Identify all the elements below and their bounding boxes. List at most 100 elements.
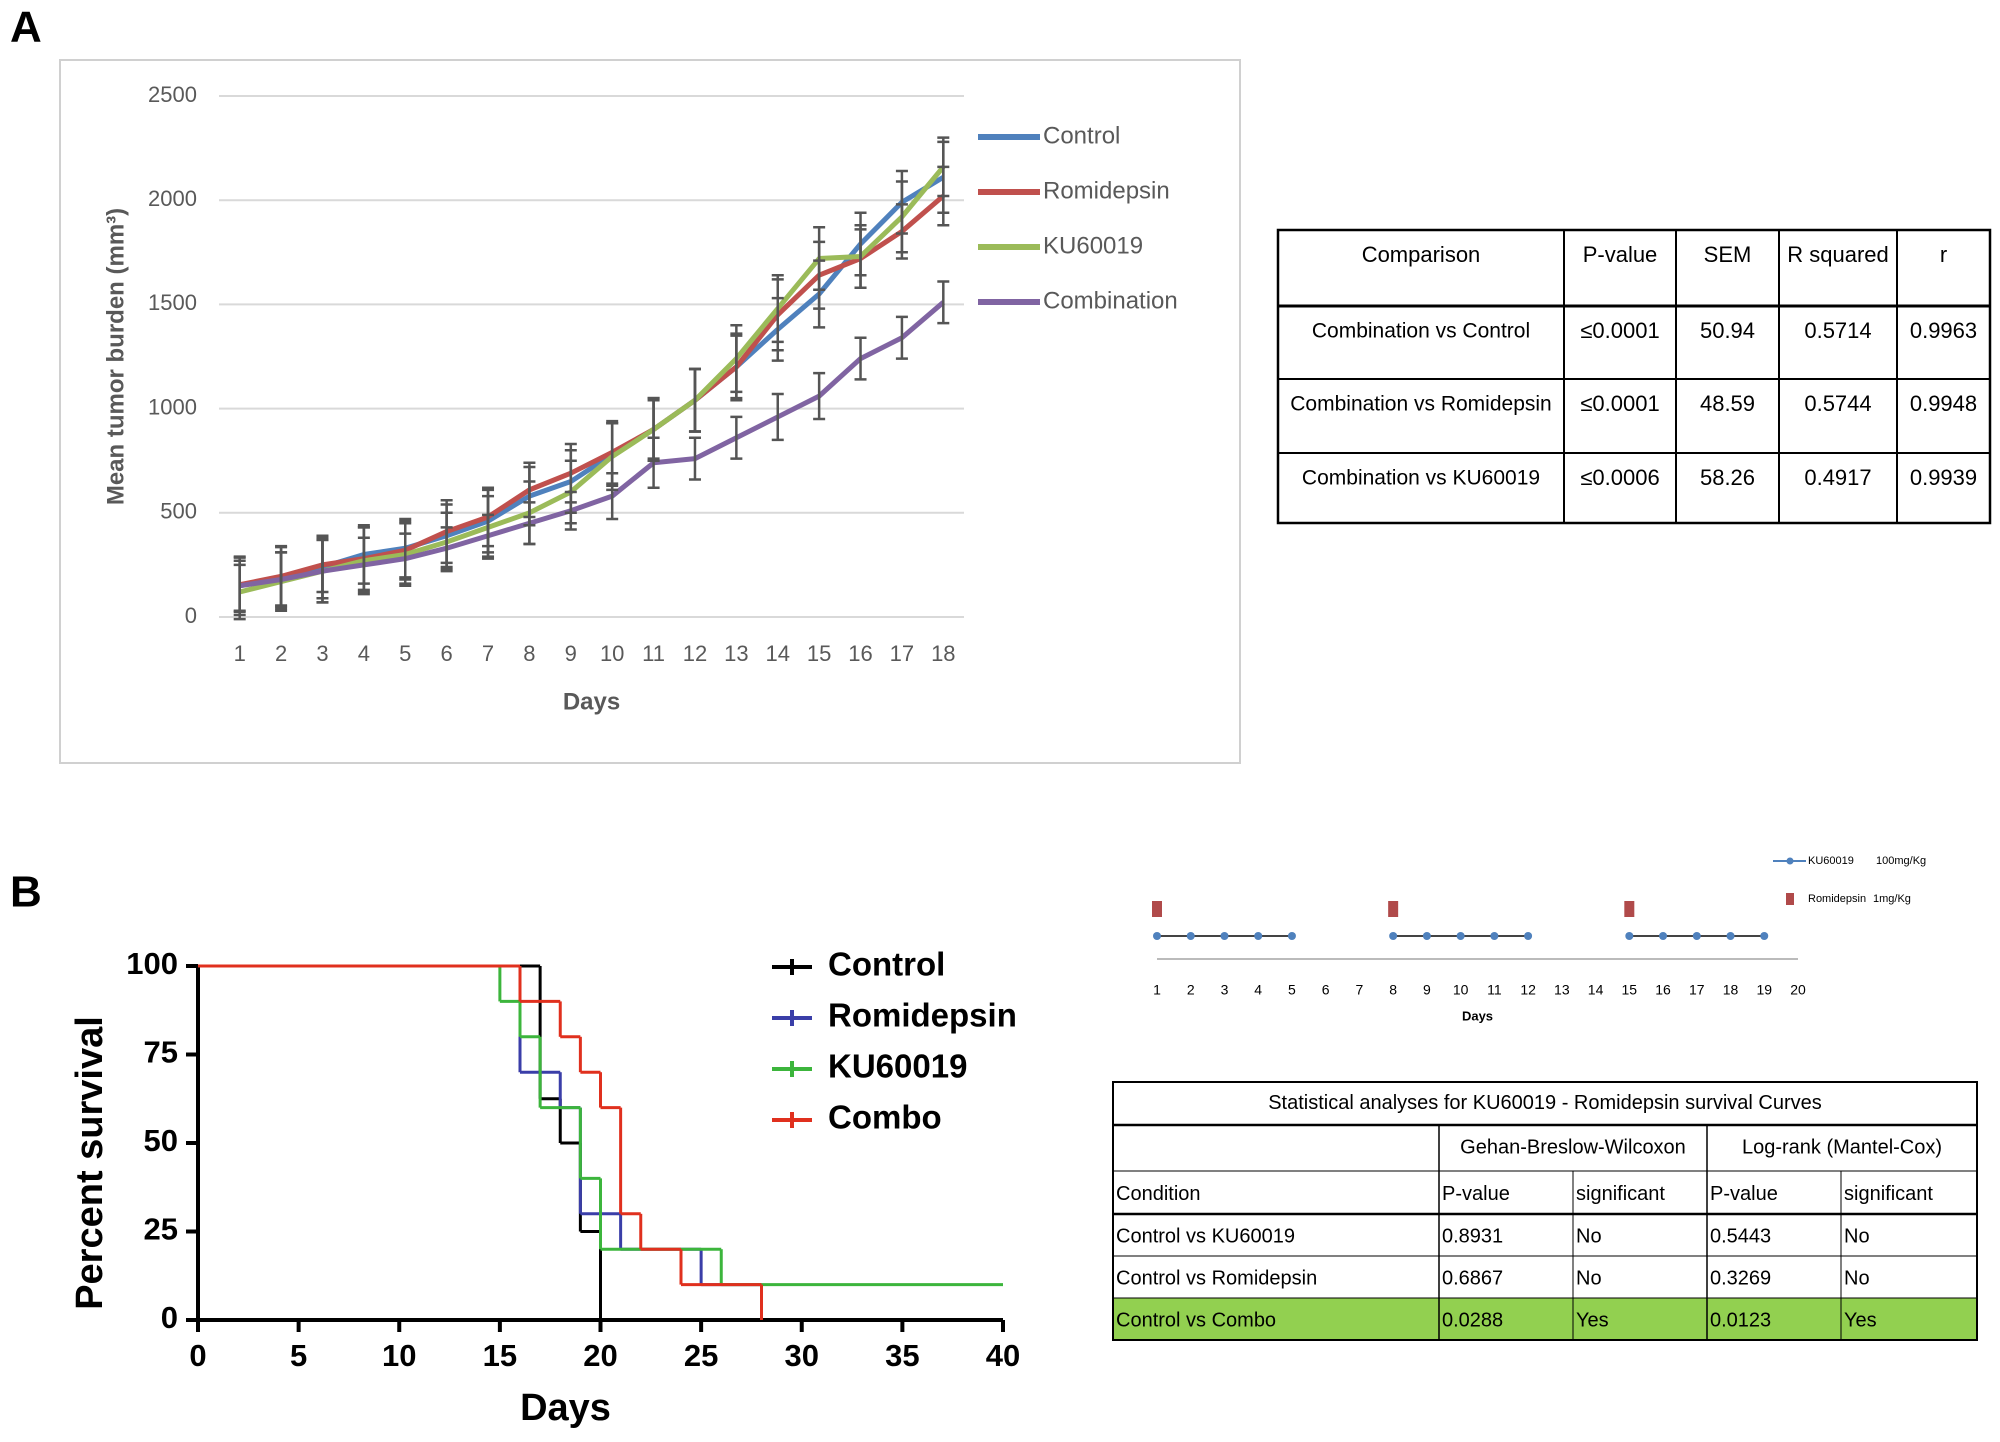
- x-tick-label: 14: [1588, 982, 1604, 998]
- x-tick-label: 8: [523, 641, 535, 666]
- error-bar: [895, 315, 908, 360]
- dose-marker: [1389, 932, 1398, 940]
- legend-swatch: [772, 1061, 812, 1077]
- dose-marker: [1254, 932, 1263, 940]
- table-group: Gehan-Breslow-Wilcoxon: [1460, 1136, 1686, 1158]
- x-tick-label: 10: [1453, 982, 1469, 998]
- y-tick-label: 1500: [148, 290, 197, 315]
- table-header: R squared: [1787, 242, 1889, 267]
- x-tick-label: 16: [848, 641, 872, 666]
- table-header: significant: [1844, 1183, 1933, 1205]
- legend-label: KU60019: [828, 1048, 967, 1085]
- x-tick-label: 20: [583, 1338, 617, 1373]
- table-cell: No: [1576, 1225, 1602, 1247]
- legend-label: Control: [1043, 122, 1120, 149]
- dose-marker: [1388, 901, 1399, 917]
- table-cell: Combination vs Control: [1312, 320, 1530, 343]
- table-header: significant: [1576, 1183, 1665, 1205]
- y-tick-label: 2500: [148, 82, 197, 107]
- table-cell: 0.5714: [1804, 318, 1871, 343]
- table-cell: ≤0.0001: [1580, 318, 1659, 343]
- legend-label: Romidepsin: [1043, 177, 1170, 204]
- legend-swatch: [772, 1010, 812, 1026]
- table-cell: 0.0123: [1710, 1309, 1771, 1331]
- x-tick-label: 0: [189, 1338, 206, 1373]
- x-tick-label: 5: [399, 641, 411, 666]
- x-tick-label: 18: [931, 641, 955, 666]
- error-bar: [854, 223, 867, 289]
- x-tick-label: 5: [290, 1338, 307, 1373]
- dose-marker: [1490, 932, 1499, 940]
- table-cell: ≤0.0006: [1580, 465, 1659, 490]
- x-tick-label: 16: [1655, 982, 1671, 998]
- x-tick-label: 1: [234, 641, 246, 666]
- highlight-row: [1113, 1298, 1977, 1340]
- table-cell: 0.8931: [1442, 1225, 1503, 1247]
- x-tick-label: 2: [1187, 982, 1195, 998]
- legend-swatch: [1786, 893, 1794, 905]
- table-cell: Combination vs KU60019: [1302, 467, 1540, 490]
- table-cell: Control vs KU60019: [1116, 1225, 1295, 1247]
- x-tick-label: 2: [275, 641, 287, 666]
- x-tick-label: 9: [565, 641, 577, 666]
- error-bar: [275, 551, 288, 608]
- table-header: SEM: [1704, 242, 1752, 267]
- table-cell: 0.5744: [1804, 391, 1871, 416]
- x-tick-label: 6: [441, 641, 453, 666]
- x-tick-label: 7: [482, 641, 494, 666]
- dose-marker: [1726, 932, 1735, 940]
- x-tick-label: 25: [684, 1338, 718, 1373]
- dose-marker: [1287, 932, 1296, 940]
- error-bar: [564, 490, 577, 531]
- legend-label: KU60019: [1043, 232, 1143, 259]
- table-cell: 0.6867: [1442, 1267, 1503, 1289]
- y-tick-label: 500: [160, 499, 197, 524]
- x-tick-label: 12: [683, 641, 707, 666]
- table-cell: Yes: [1576, 1309, 1609, 1331]
- error-bar: [233, 559, 246, 612]
- dose-marker: [1524, 932, 1533, 940]
- legend-label: Romidepsin: [828, 997, 1017, 1034]
- panel-label: A: [10, 3, 42, 52]
- error-bar: [688, 367, 701, 433]
- panel-label: B: [10, 868, 42, 917]
- y-tick-label: 75: [144, 1035, 178, 1070]
- dose-marker: [1692, 932, 1701, 940]
- x-tick-label: 18: [1723, 982, 1739, 998]
- dose-marker: [1625, 932, 1634, 940]
- error-bar: [813, 371, 826, 421]
- y-tick-label: 50: [144, 1123, 178, 1158]
- x-tick-label: 1: [1153, 982, 1161, 998]
- table-cell: 0.9948: [1910, 391, 1977, 416]
- dose-marker: [1456, 932, 1465, 940]
- legend-label: Romidepsin: [1808, 893, 1866, 905]
- x-tick-label: 3: [1221, 982, 1229, 998]
- y-tick-label: 2000: [148, 186, 197, 211]
- y-tick-label: 100: [126, 946, 178, 981]
- x-tick-label: 15: [1622, 982, 1638, 998]
- error-bar: [730, 415, 743, 460]
- legend-swatch: [772, 1112, 812, 1128]
- x-tick-label: 5: [1288, 982, 1296, 998]
- x-tick-label: 35: [885, 1338, 919, 1373]
- table-cell: No: [1844, 1267, 1870, 1289]
- x-tick-label: 4: [1254, 982, 1262, 998]
- table-cell: 50.94: [1700, 318, 1755, 343]
- x-tick-label: 30: [785, 1338, 819, 1373]
- legend-label: Control: [828, 946, 945, 983]
- x-tick-label: 13: [724, 641, 748, 666]
- x-tick-label: 12: [1520, 982, 1536, 998]
- table-cell: Control vs Romidepsin: [1116, 1267, 1317, 1289]
- dose-marker: [1152, 901, 1162, 917]
- table-header: r: [1940, 242, 1947, 267]
- table-cell: 0.4917: [1804, 465, 1871, 490]
- table-cell: 0.5443: [1710, 1225, 1771, 1247]
- dose-marker: [1760, 932, 1769, 940]
- table-cell: 0.9939: [1910, 465, 1977, 490]
- chart-frame: [59, 59, 1241, 764]
- data-line: [239, 194, 945, 588]
- error-bar: [730, 323, 743, 394]
- error-bar: [440, 526, 453, 571]
- data-line: [239, 300, 945, 589]
